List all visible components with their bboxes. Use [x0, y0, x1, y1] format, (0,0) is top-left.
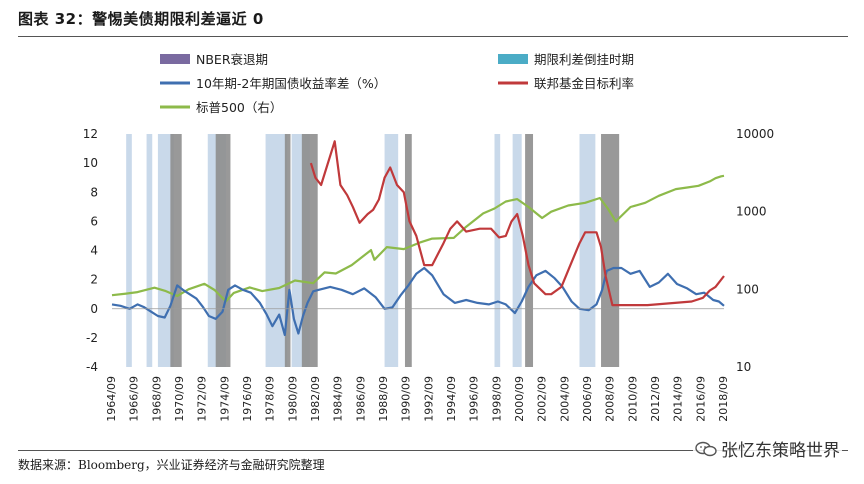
y-right-tick-label: 100: [736, 282, 759, 296]
inversion-band: [512, 134, 522, 367]
x-tick-label: 1990/09: [400, 376, 413, 422]
x-tick-label: 1978/09: [264, 376, 277, 422]
recession-band: [525, 134, 534, 367]
y-left-tick-label: 12: [83, 127, 98, 141]
source-note: 数据来源：Bloomberg，兴业证券经济与金融研究院整理: [18, 458, 325, 472]
x-tick-label: 1968/09: [150, 376, 163, 422]
legend-label-fedfunds: 联邦基金目标利率: [534, 76, 634, 91]
recession-band: [170, 134, 182, 367]
chart-bands: [126, 134, 620, 367]
x-tick-label: 1972/09: [196, 376, 209, 422]
x-tick-label: 1996/09: [468, 376, 481, 422]
legend-label-spread: 10年期-2年期国债收益率差（%）: [196, 76, 386, 91]
x-tick-label: 1992/09: [422, 376, 435, 422]
chart-lines: [111, 140, 725, 337]
legend-label-sp500: 标普500（右）: [196, 100, 282, 115]
legend-label-recession: NBER衰退期: [196, 52, 268, 67]
recession-band: [215, 134, 231, 367]
fedfunds-line: [309, 140, 725, 307]
chart: 12 10 8 6 4 2 0 -2 -4 10000 1000 100 10 1964/09 1966/0…: [83, 52, 774, 422]
y-left-tick-label: 2: [90, 273, 98, 287]
inversion-band: [494, 134, 501, 367]
y-left-tick-label: 8: [90, 185, 98, 199]
chart-legend: NBER衰退期 期限利差倒挂时期 10年期-2年期国债收益率差（%） 联邦基金目标利率…: [160, 52, 634, 115]
y-left-tick-label: 6: [90, 214, 98, 228]
inversion-band: [579, 134, 596, 367]
x-tick-label: 1994/09: [445, 376, 458, 422]
legend-swatch-inversion: [498, 54, 528, 64]
x-tick-label: 1974/09: [218, 376, 231, 422]
y-left-tick-label: 10: [83, 156, 98, 170]
x-tick-label: 2008/09: [604, 376, 617, 422]
x-tick-label: 1986/09: [354, 376, 367, 422]
y-left-tick-label: -4: [86, 360, 98, 374]
chart-title: 图表 32：警惕美债期限利差逼近 0: [18, 10, 264, 28]
x-tick-label: 1984/09: [332, 376, 345, 422]
y-left-tick-label: 4: [90, 244, 98, 258]
x-tick-label: 1976/09: [241, 376, 254, 422]
wechat-icon: [695, 441, 717, 456]
recession-band: [301, 134, 318, 367]
sp500-line: [111, 174, 725, 303]
x-tick-label: 2000/09: [513, 376, 526, 422]
x-tick-label: 2006/09: [581, 376, 594, 422]
x-tick-label: 2014/09: [672, 376, 685, 422]
x-tick-label: 2010/09: [626, 376, 639, 422]
inversion-band: [146, 134, 153, 367]
x-tick-label: 1964/09: [105, 376, 118, 422]
source-divider: [18, 450, 848, 451]
x-tick-label: 1980/09: [286, 376, 299, 422]
spread-line: [111, 266, 725, 337]
y-left-tick-label: 0: [90, 302, 98, 316]
x-tick-label: 1988/09: [377, 376, 390, 422]
x-tick-label: 1998/09: [490, 376, 503, 422]
x-tick-label: 2016/09: [694, 376, 707, 422]
x-tick-label: 1970/09: [173, 376, 186, 422]
x-tick-label: 2002/09: [536, 376, 549, 422]
recession-band: [601, 134, 620, 367]
watermark: 张忆东策略世界: [693, 436, 842, 461]
chart-axes: 12 10 8 6 4 2 0 -2 -4 10000 1000 100 10 1964/09 1966/0…: [83, 127, 774, 422]
x-tick-label: 2018/09: [717, 376, 730, 422]
y-right-tick-label: 10000: [736, 127, 774, 141]
recession-band: [404, 134, 412, 367]
y-right-tick-label: 1000: [736, 205, 767, 219]
inversion-band: [126, 134, 132, 367]
y-left-tick-label: -2: [86, 331, 98, 345]
x-tick-label: 2012/09: [649, 376, 662, 422]
x-tick-label: 1982/09: [309, 376, 322, 422]
x-tick-label: 1966/09: [128, 376, 141, 422]
legend-label-inversion: 期限利差倒挂时期: [534, 52, 634, 67]
title-divider: [18, 36, 848, 37]
legend-swatch-recession: [160, 54, 190, 64]
x-tick-label: 2004/09: [558, 376, 571, 422]
y-right-tick-label: 10: [736, 360, 751, 374]
recession-band: [284, 134, 291, 367]
watermark-text: 张忆东策略世界: [721, 441, 840, 461]
